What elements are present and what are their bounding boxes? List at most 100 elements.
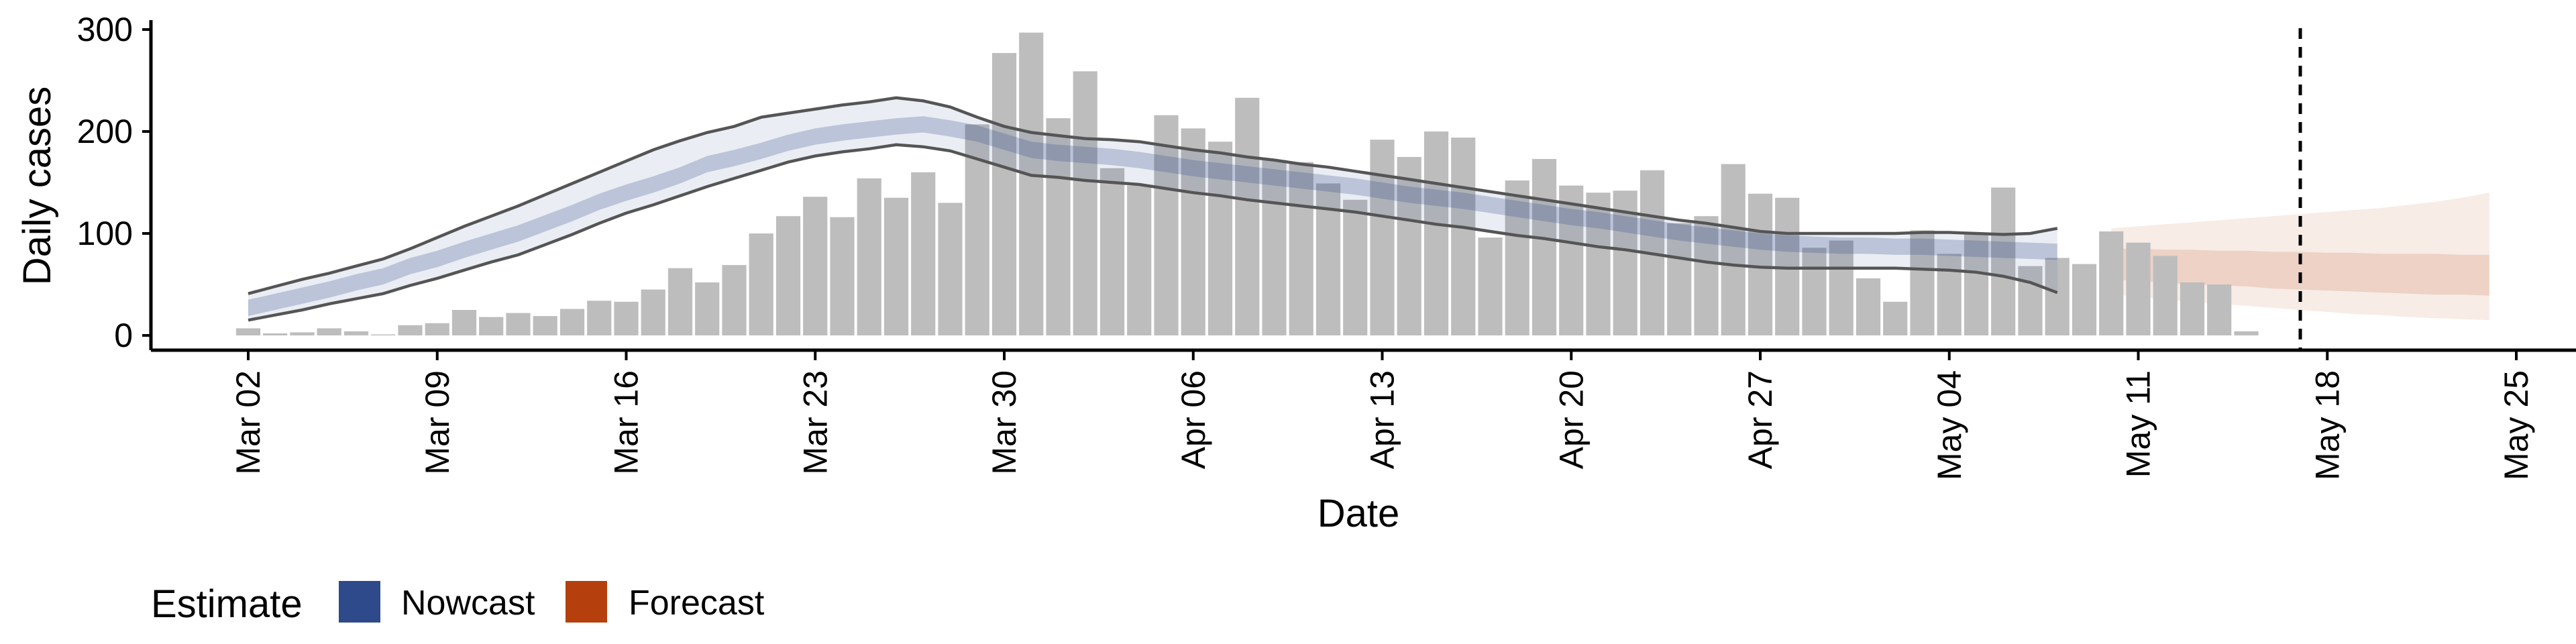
bar [1532,159,1557,335]
bar [290,332,315,335]
legend-label-forecast: Forecast [629,584,765,623]
bar [722,265,747,335]
bar [1019,32,1044,335]
bar [343,331,369,335]
legend-key-forecast [566,581,607,623]
bar [1235,97,1260,336]
bar [938,203,963,335]
bar [506,313,531,335]
nowcast-ribbon [248,97,2057,321]
legend-key-nowcast [339,581,380,623]
bar [1370,140,1395,335]
bar [1937,254,1962,335]
bar [667,268,693,335]
legend-label-nowcast: Nowcast [401,584,535,623]
bar [775,216,801,335]
bar [2045,258,2070,335]
x-tick-label: Apr 27 [1741,370,1779,469]
y-tick-label: 100 [77,215,133,252]
bar [749,233,773,335]
x-axis-title: Date [1318,492,1400,535]
bar [857,178,881,335]
x-tick-label: May 18 [2308,370,2346,480]
bar [1991,187,2016,335]
bar [1478,237,1503,335]
nowcast-layer [248,96,2058,322]
bar [425,323,449,335]
bar [1262,160,1287,335]
bar [587,301,612,335]
bar [991,53,1017,335]
bar [641,289,665,335]
forecast-ribbon-50 [2111,248,2489,296]
bar [830,217,855,335]
x-tick-label: Mar 23 [796,370,834,475]
bar [1046,118,1071,335]
y-tick-label: 200 [77,113,133,150]
bar [1181,128,1205,335]
bar [695,282,720,335]
bar [398,325,423,335]
x-tick-label: May 04 [1931,370,1968,480]
bar [263,333,288,335]
bar [1505,180,1529,335]
bar [1910,230,1935,335]
bar [1424,131,1449,335]
bar [1721,164,1746,335]
legend: Estimate Nowcast Forecast [151,581,765,626]
bar [1694,216,1719,335]
bar [911,172,936,335]
bar [1127,185,1152,335]
y-tick-label: 300 [77,11,133,48]
bar [451,310,477,335]
legend-title: Estimate [151,582,303,626]
bar [1154,115,1179,335]
bar [2153,256,2178,335]
bar [235,328,261,335]
bar [2099,231,2124,335]
x-tick-label: Mar 02 [229,370,267,475]
x-tick-label: May 25 [2498,370,2535,480]
bar [883,197,909,335]
bar [1856,278,1881,335]
bar [2180,282,2205,335]
bar [559,309,585,335]
bar [1829,240,1854,335]
x-tick-label: Apr 20 [1552,370,1590,469]
bar [1451,138,1476,335]
y-tick-label: 0 [114,317,133,354]
bar [1343,199,1368,335]
bar [2072,264,2097,335]
x-tick-label: Apr 13 [1364,370,1401,469]
nowcast-upper-line [248,96,2058,295]
bar [1667,223,1692,335]
bar [1586,193,1611,335]
bar [1099,168,1125,335]
bar [1748,193,1773,335]
bar [1883,301,1908,335]
bar [2207,284,2232,335]
bar [479,317,504,335]
bar [1289,162,1313,335]
bar [803,197,828,335]
bar [371,334,396,335]
bar [614,301,639,335]
bar [1397,157,1421,335]
bar [317,328,341,335]
bar [1073,71,1097,336]
x-tick-label: Mar 16 [608,370,645,475]
bar [2018,266,2043,335]
bar [1802,248,1827,335]
bar [1208,142,1233,335]
x-tick-label: May 11 [2120,370,2157,478]
axes-layer: 0 100 200 300 Mar 02 Mar 09 Mar 16 Mar 23 Mar 30… [77,11,2576,480]
y-axis-title: Daily cases [15,87,59,286]
bar [2234,331,2259,335]
x-tick-label: Apr 06 [1175,370,1212,469]
bar [1559,185,1584,335]
x-tick-label: Mar 09 [419,370,456,475]
x-tick-label: Mar 30 [985,370,1023,475]
nowcast-median-band [248,116,2057,317]
bar [2126,242,2151,335]
